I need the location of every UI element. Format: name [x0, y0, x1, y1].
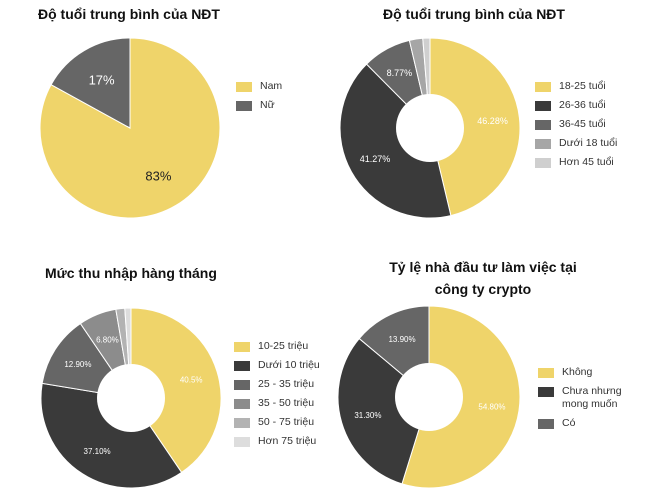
- legend-item: 18-25 tuổi: [535, 80, 617, 93]
- donut-hole: [395, 363, 463, 431]
- legend-swatch: [236, 82, 252, 92]
- legend-swatch: [538, 368, 554, 378]
- legend-item: 35 - 50 triệu: [234, 397, 320, 410]
- legend-swatch: [234, 437, 250, 447]
- legend-item: Dưới 18 tuổi: [535, 137, 617, 150]
- slice-data-label: 8.77%: [387, 68, 413, 78]
- legend-item: 50 - 75 triệu: [234, 416, 320, 429]
- legend-swatch: [535, 101, 551, 111]
- legend-swatch: [535, 139, 551, 149]
- legend-swatch: [535, 82, 551, 92]
- legend-label: 25 - 35 triệu: [258, 378, 315, 390]
- chart-4-title: Tỷ lệ nhà đầu tư làm việc tại công ty cr…: [389, 259, 577, 297]
- legend-label: Dưới 18 tuổi: [559, 137, 618, 149]
- legend-swatch: [535, 120, 551, 130]
- legend-label: Hơn 75 triệu: [258, 435, 317, 447]
- pie-slice-2: [337, 337, 430, 485]
- legend-item: 10-25 triệu: [234, 340, 320, 353]
- chart-1-legend: Nam Nữ: [236, 80, 282, 118]
- legend-item: 25 - 35 triệu: [234, 378, 320, 391]
- slice-data-label: 31.30%: [354, 411, 381, 420]
- legend-item: Không: [538, 366, 622, 379]
- pie-slice-1: [130, 307, 222, 474]
- chart-1-title: Độ tuổi trung bình của NĐT: [38, 6, 220, 22]
- slice-data-label: 17%: [89, 73, 115, 88]
- legend-swatch: [535, 158, 551, 168]
- legend-swatch: [538, 419, 554, 429]
- legend-item: Hơn 45 tuổi: [535, 156, 617, 169]
- legend-label: 18-25 tuổi: [559, 80, 606, 92]
- legend-label: Chưa nhưng mong muốn: [562, 385, 622, 410]
- legend-label: Nam: [260, 80, 283, 92]
- chart-3-legend: 10-25 triệu Dưới 10 triệu 25 - 35 triệu 35 …: [234, 340, 320, 454]
- legend-label: 26-36 tuổi: [559, 99, 606, 111]
- chart-2-legend: 18-25 tuổi 26-36 tuổi 36-45 tuổi Dưới 18 tu…: [535, 80, 617, 175]
- pie-slice-1: [429, 37, 521, 217]
- slice-data-label: 6.80%: [96, 335, 119, 344]
- legend-label: Không: [562, 366, 593, 378]
- slice-data-label: 46.28%: [477, 116, 508, 126]
- legend-label: 50 - 75 triệu: [258, 416, 315, 428]
- legend-swatch: [234, 418, 250, 428]
- chart-2-pie: 46.28% 41.27% 8.77%: [339, 37, 521, 219]
- slice-data-label: 83%: [145, 169, 171, 184]
- legend-label: 36-45 tuổi: [559, 118, 606, 130]
- legend-swatch: [234, 342, 250, 352]
- legend-swatch: [234, 361, 250, 371]
- legend-swatch: [236, 101, 252, 111]
- legend-label: Dưới 10 triệu: [258, 359, 320, 371]
- slice-data-label: 41.27%: [360, 154, 391, 164]
- legend-label: Nữ: [260, 99, 275, 111]
- chart-1-pie: 83% 17%: [39, 37, 221, 219]
- legend-item: Hơn 75 triệu: [234, 435, 320, 448]
- pie-slice-2: [339, 63, 452, 219]
- donut-hole: [396, 94, 464, 162]
- legend-item: Nam: [236, 80, 282, 93]
- legend-label: Hơn 45 tuổi: [559, 156, 614, 168]
- chart-2-title: Độ tuổi trung bình của NĐT: [383, 6, 565, 22]
- slice-data-label: 37.10%: [84, 447, 111, 456]
- legend-label: Có: [562, 417, 576, 429]
- slice-data-label: 40.5%: [180, 375, 203, 384]
- pie-slice-2: [50, 37, 131, 129]
- chart-4-legend: Không Chưa nhưng mong muốn Có: [538, 366, 622, 436]
- legend-swatch: [234, 380, 250, 390]
- legend-item: Chưa nhưng mong muốn: [538, 385, 622, 411]
- donut-hole: [97, 364, 165, 432]
- legend-item: Có: [538, 417, 622, 430]
- slice-data-label: 13.90%: [388, 335, 415, 344]
- legend-swatch: [234, 399, 250, 409]
- chart-3-pie: 40.5% 37.10% 12.90% 6.80%: [40, 307, 222, 489]
- legend-label: 10-25 triệu: [258, 340, 309, 352]
- legend-item: Dưới 10 triệu: [234, 359, 320, 372]
- slice-data-label: 12.90%: [64, 360, 91, 369]
- legend-item: 36-45 tuổi: [535, 118, 617, 131]
- legend-item: Nữ: [236, 99, 282, 112]
- legend-swatch: [538, 387, 554, 397]
- chart-4-pie: 54.80% 31.30% 13.90%: [337, 305, 521, 489]
- slice-data-label: 54.80%: [478, 402, 505, 411]
- legend-item: 26-36 tuổi: [535, 99, 617, 112]
- chart-3-title: Mức thu nhập hàng tháng: [45, 265, 217, 281]
- legend-label: 35 - 50 triệu: [258, 397, 315, 409]
- pie-slice-2: [40, 382, 183, 489]
